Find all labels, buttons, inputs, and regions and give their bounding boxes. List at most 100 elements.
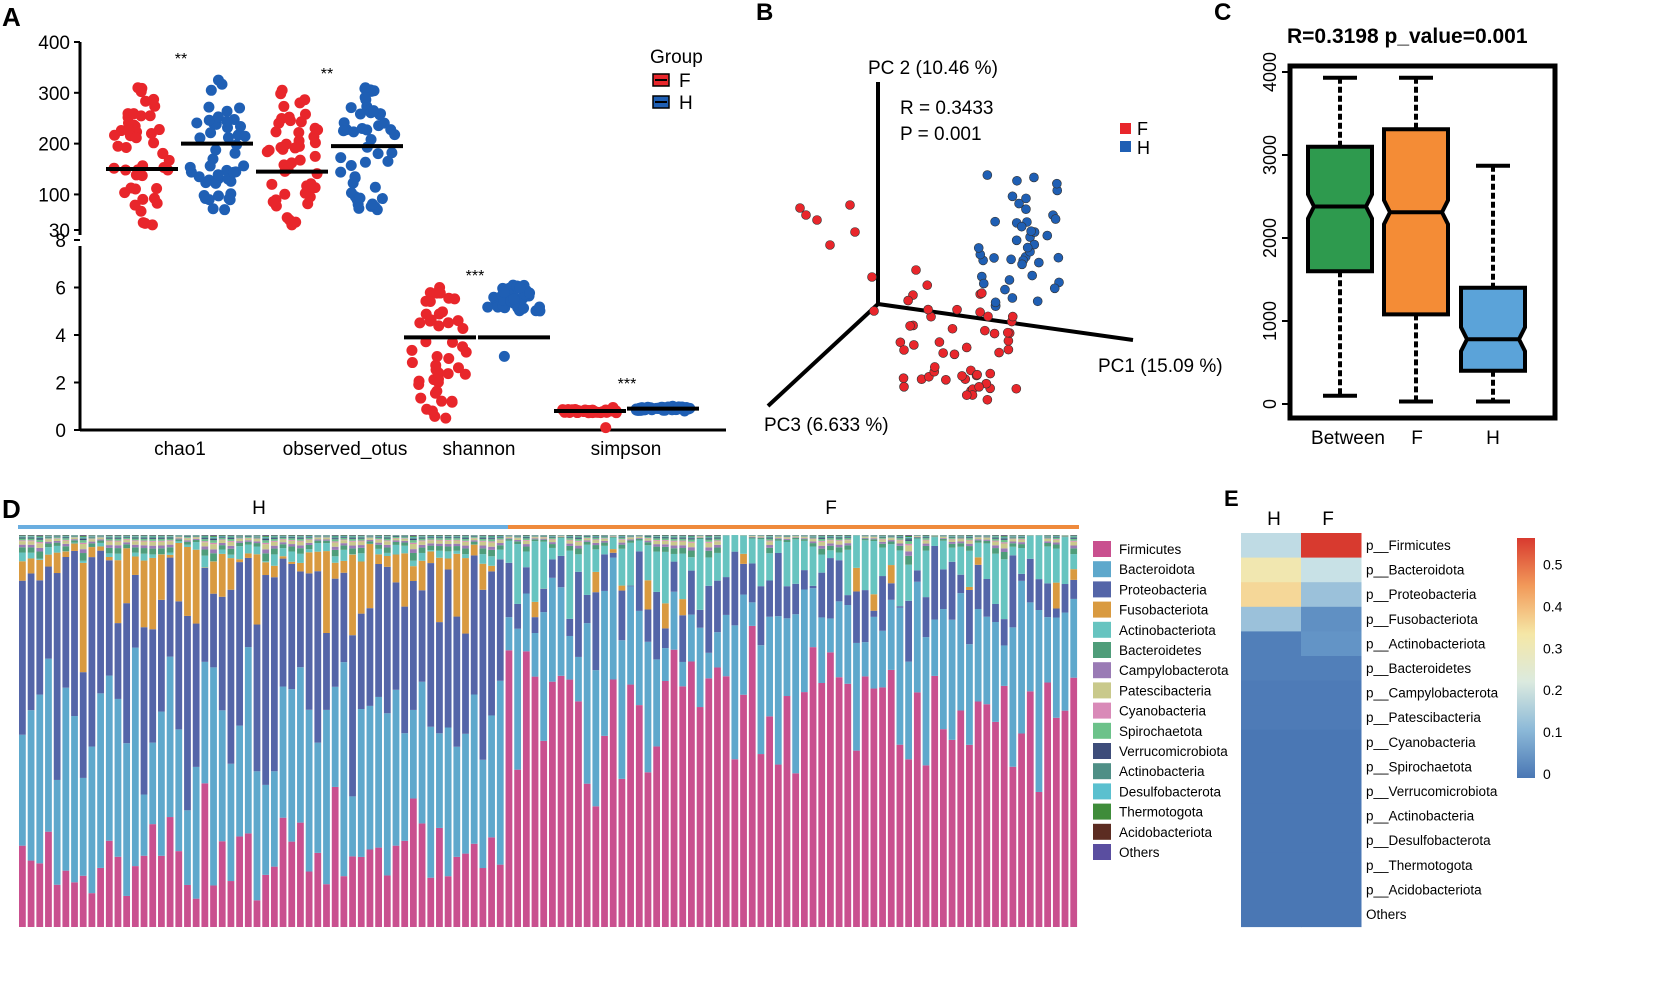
d-bar-segment-Proteobacteria bbox=[505, 562, 513, 618]
d-bar-segment-Bacteroidetes bbox=[931, 536, 939, 538]
d-bar-segment-Proteobacteria bbox=[583, 594, 591, 624]
d-bar-segment-Campylobacterota bbox=[262, 549, 270, 554]
d-bar-segment-Bacteroidota bbox=[479, 759, 487, 869]
d-bar-segment-Proteobacteria bbox=[383, 566, 391, 714]
d-bar-segment-Proteobacteria bbox=[253, 624, 261, 772]
d-bar-segment-Bacteroidota bbox=[748, 602, 756, 626]
d-bar-segment-Bacteroidota bbox=[383, 713, 391, 876]
d-bar-segment-Cyanobacteria bbox=[357, 540, 365, 542]
d-bar-segment-Firmicutes bbox=[297, 822, 304, 927]
a-dot-H-observed_otus bbox=[335, 152, 347, 164]
d-bar-segment-Verrucomicrobiota bbox=[922, 537, 930, 539]
d-bar-segment-Spirochaetota bbox=[522, 538, 530, 540]
d-bar-segment-Firmicutes bbox=[192, 898, 200, 927]
d-bar-segment-Proteobacteria bbox=[575, 571, 582, 657]
d-bar-segment-Patescibacteria bbox=[305, 539, 313, 543]
d-bar-segment-Patescibacteria bbox=[105, 541, 113, 546]
d-bar-segment-Actinobacteriota bbox=[236, 546, 243, 560]
d-bar-segment-Spirochaetota bbox=[800, 536, 808, 537]
d-bar-segment-Firmicutes bbox=[305, 871, 313, 927]
d-bar-segment-Bacteroidota bbox=[583, 623, 591, 784]
d-bar-segment-Actinobacteria bbox=[88, 536, 96, 537]
d-bar-segment-Spirochaetota bbox=[635, 536, 643, 537]
d-bar-segment-Patescibacteria bbox=[766, 541, 773, 546]
d-bar-segment-Cyanobacteria bbox=[288, 539, 296, 541]
d-bar-segment-Campylobacterota bbox=[331, 546, 339, 550]
d-bar-segment-Bacteroidota bbox=[436, 733, 443, 828]
d-legend-swatch bbox=[1093, 743, 1111, 759]
d-bar-segment-Bacteroidetes bbox=[1044, 542, 1052, 547]
d-bar-segment-Proteobacteria bbox=[931, 545, 939, 620]
d-bar-segment-Cyanobacteria bbox=[957, 538, 965, 540]
e-cell-H-p__Actinobacteria bbox=[1241, 803, 1302, 829]
d-bar-segment-Bacteroidetes bbox=[809, 543, 817, 547]
d-bar-segment-Firmicutes bbox=[62, 870, 70, 927]
d-bar-segment-Cyanobacteria bbox=[549, 538, 556, 540]
d-bar-segment-Firmicutes bbox=[444, 876, 452, 927]
d-bar-segment-Spirochaetota bbox=[340, 537, 348, 540]
b-axis-pc1: PC1 (15.09 %) bbox=[1098, 356, 1223, 377]
d-bar-segment-Patescibacteria bbox=[262, 544, 270, 550]
d-bar-segment-Fusobacteriota bbox=[123, 548, 131, 604]
d-bar-segment-Thermotogota bbox=[36, 535, 44, 537]
d-bar-segment-Proteobacteria bbox=[331, 578, 339, 687]
d-bar-segment-Bacteroidetes bbox=[409, 552, 417, 561]
e-cell-F-Others bbox=[1301, 902, 1362, 928]
d-bar-segment-Actinobacteria bbox=[479, 536, 487, 538]
d-bar-segment-Verrucomicrobiota bbox=[227, 537, 235, 539]
d-bar-segment-Actinobacteriota bbox=[540, 541, 548, 589]
d-bar-segment-Thermotogota bbox=[966, 535, 973, 537]
d-bar-segment-Verrucomicrobiota bbox=[357, 537, 365, 539]
b-dot-h bbox=[1042, 230, 1053, 241]
d-bar-segment-Proteobacteria bbox=[192, 623, 200, 767]
d-bar-segment-Campylobacterota bbox=[592, 542, 600, 546]
b-legend-f: F bbox=[1137, 119, 1148, 139]
d-bar-segment-Campylobacterota bbox=[688, 547, 695, 551]
d-bar-segment-Patescibacteria bbox=[488, 542, 495, 547]
d-bar-segment-Bacteroidetes bbox=[192, 539, 200, 543]
b-dot-f bbox=[1003, 344, 1014, 355]
d-bar-segment-Proteobacteria bbox=[288, 563, 296, 690]
b-dot-h bbox=[990, 297, 1001, 308]
d-bar-segment-Bacteroidetes bbox=[27, 547, 35, 553]
d-bar-segment-Verrucomicrobiota bbox=[1000, 538, 1008, 540]
d-bar-segment-Campylobacterota bbox=[792, 537, 800, 538]
d-bar-segment-Patescibacteria bbox=[427, 540, 435, 544]
d-bar-segment-Campylobacterota bbox=[323, 539, 330, 541]
d-bar-segment-Bacteroidota bbox=[931, 619, 939, 676]
d-bar-segment-Firmicutes bbox=[714, 667, 721, 927]
d-bar-segment-Firmicutes bbox=[618, 778, 626, 927]
d-bar-segment-Bacteroidota bbox=[270, 771, 278, 867]
d-bar-segment-Desulfobacterota bbox=[331, 536, 339, 538]
d-bar-segment-Firmicutes bbox=[748, 625, 756, 927]
d-bar-segment-Firmicutes bbox=[496, 864, 504, 927]
d-bar-segment-Actinobacteriota bbox=[644, 545, 652, 581]
d-bar-segment-Fusobacteriota bbox=[618, 585, 626, 591]
d-bar-segment-Verrucomicrobiota bbox=[1052, 537, 1060, 538]
d-legend-swatch bbox=[1093, 541, 1111, 557]
d-bar-segment-Actinobacteriota bbox=[661, 551, 669, 604]
c-box-F bbox=[1382, 127, 1450, 317]
c-box-H bbox=[1459, 285, 1527, 373]
a-xlabel-chao1: chao1 bbox=[154, 439, 206, 460]
d-bar-segment-Campylobacterota bbox=[53, 541, 61, 543]
d-bar-segment-Proteobacteria bbox=[592, 592, 600, 671]
d-bar-segment-Campylobacterota bbox=[835, 544, 843, 548]
d-bar-segment-Bacteroidetes bbox=[166, 547, 174, 553]
d-bar-segment-Bacteroidota bbox=[853, 642, 860, 751]
d-bar-segment-Thermotogota bbox=[288, 535, 296, 537]
d-bar-segment-Campylobacterota bbox=[366, 539, 374, 542]
d-bar-segment-Fusobacteriota bbox=[1052, 582, 1060, 609]
d-bar-segment-Thermotogota bbox=[835, 535, 843, 537]
d-bar-segment-Campylobacterota bbox=[279, 542, 287, 545]
e-colorbar-tick: 0.3 bbox=[1543, 640, 1563, 656]
d-bar-segment-Proteobacteria bbox=[97, 550, 104, 694]
a-dot-F-shannon bbox=[446, 336, 458, 348]
b-dot-h bbox=[978, 278, 989, 289]
d-bar-segment-Cyanobacteria bbox=[818, 540, 826, 542]
d-bar-segment-Campylobacterota bbox=[635, 538, 643, 539]
d-bar-segment-Campylobacterota bbox=[79, 549, 87, 554]
d-bar-segment-Bacteroidetes bbox=[601, 542, 608, 546]
d-bar-segment-Patescibacteria bbox=[1070, 541, 1078, 546]
d-bar-segment-Proteobacteria bbox=[835, 560, 843, 602]
